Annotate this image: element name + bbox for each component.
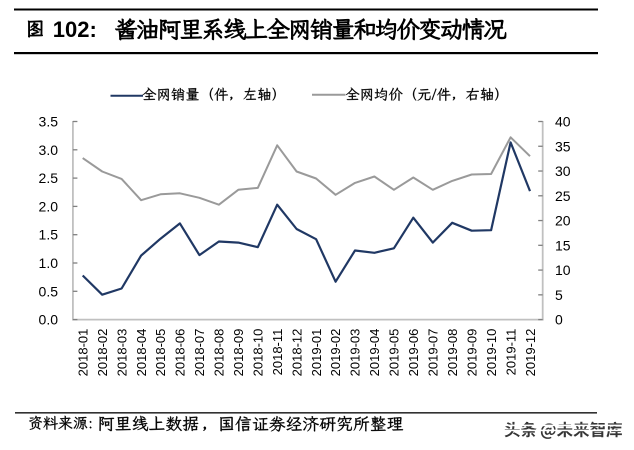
svg-text:2019-04: 2019-04 <box>367 329 382 377</box>
svg-text:2018-02: 2018-02 <box>95 329 110 377</box>
svg-text:20: 20 <box>555 213 571 229</box>
svg-text:2019-02: 2019-02 <box>328 329 343 377</box>
svg-text:2019-10: 2019-10 <box>484 329 499 377</box>
svg-text:2019-07: 2019-07 <box>426 329 441 377</box>
svg-text:2018-12: 2018-12 <box>289 329 304 377</box>
svg-text:102:: 102: <box>53 17 97 42</box>
svg-text:1.0: 1.0 <box>39 255 59 271</box>
svg-text:2018-01: 2018-01 <box>75 329 90 377</box>
svg-text:5: 5 <box>555 287 563 303</box>
svg-text:2019-05: 2019-05 <box>387 329 402 377</box>
svg-text:2018-10: 2018-10 <box>250 329 265 377</box>
svg-text:2019-03: 2019-03 <box>348 329 363 377</box>
svg-text:10: 10 <box>555 262 571 278</box>
svg-text:0: 0 <box>555 312 563 328</box>
svg-text:2019-12: 2019-12 <box>523 329 538 377</box>
svg-text:30: 30 <box>555 163 571 179</box>
svg-text:1.5: 1.5 <box>39 227 59 243</box>
svg-text:2018-05: 2018-05 <box>153 329 168 377</box>
svg-text:3.5: 3.5 <box>39 114 59 130</box>
svg-text:2019-06: 2019-06 <box>406 329 421 377</box>
svg-text:2018-08: 2018-08 <box>212 329 227 377</box>
svg-text:2018-06: 2018-06 <box>173 329 188 377</box>
svg-text:2019-01: 2019-01 <box>309 329 324 377</box>
svg-text:2018-04: 2018-04 <box>134 329 149 377</box>
svg-text:0.5: 0.5 <box>39 283 59 299</box>
svg-text:25: 25 <box>555 188 571 204</box>
svg-text:2.5: 2.5 <box>39 170 59 186</box>
svg-text:40: 40 <box>555 114 571 130</box>
svg-text:2019-08: 2019-08 <box>445 329 460 377</box>
svg-text:2019-09: 2019-09 <box>464 329 479 377</box>
svg-text:2018-11: 2018-11 <box>270 329 285 376</box>
svg-text:2019-11: 2019-11 <box>503 329 518 376</box>
svg-text:35: 35 <box>555 138 571 154</box>
svg-text:2018-03: 2018-03 <box>114 329 129 377</box>
svg-text:0.0: 0.0 <box>39 312 59 328</box>
svg-text:3.0: 3.0 <box>39 142 59 158</box>
svg-text:15: 15 <box>555 237 571 253</box>
svg-text:2018-07: 2018-07 <box>192 329 207 377</box>
svg-text:2.0: 2.0 <box>39 198 59 214</box>
svg-text:2018-09: 2018-09 <box>231 329 246 377</box>
